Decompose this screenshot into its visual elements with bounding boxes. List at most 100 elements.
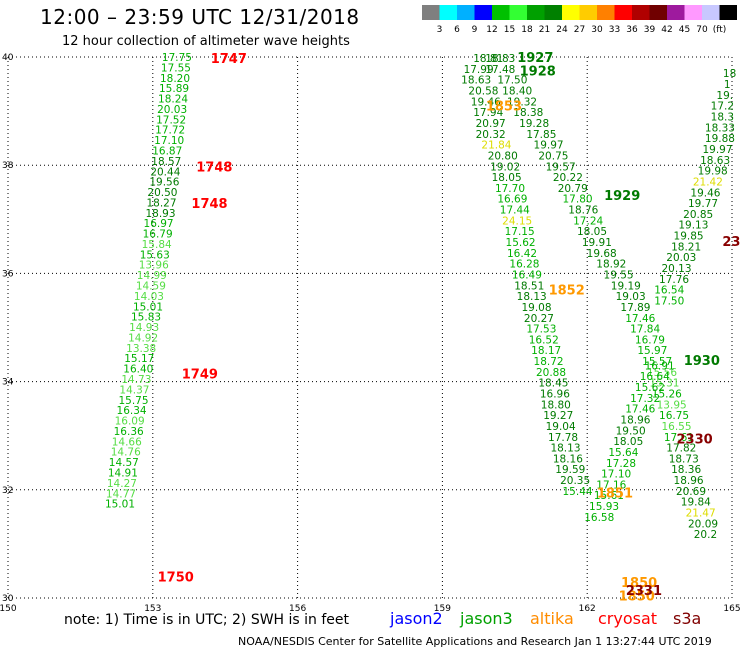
wave-height-value: 20.79 [558, 183, 588, 195]
wave-height-value: 16.64 [640, 371, 670, 383]
wave-height-value: 17.70 [495, 183, 525, 195]
colorbar-tick-label: 18 [521, 25, 533, 35]
wave-height-value: 20.27 [524, 313, 554, 325]
wave-height-value: 18.24 [158, 94, 188, 106]
wave-height-value: 17.44 [500, 205, 530, 217]
wave-height-value: 20.32 [476, 129, 506, 141]
wave-height-value: 14.92 [128, 332, 158, 344]
colorbar-tick-label: 6 [454, 25, 460, 35]
x-tick-label: 153 [144, 604, 161, 612]
wave-height-value: 16.52 [529, 334, 559, 346]
wave-height-value: 19.27 [543, 410, 573, 422]
wave-height-value: 18.17 [531, 345, 561, 357]
wave-height-value: 20.97 [476, 118, 506, 130]
wave-height-value: 19.03 [616, 291, 646, 303]
wave-height-value: 19.28 [519, 118, 549, 130]
pass-time-label: 1747 [211, 52, 247, 67]
wave-height-value: 17.82 [666, 443, 696, 455]
wave-height-value: 19. [716, 90, 733, 102]
wave-height-value: 20.13 [661, 263, 691, 275]
wave-height-value: 14.76 [111, 447, 141, 459]
x-tick-label: 156 [289, 604, 306, 612]
colorbar-swatch [597, 5, 615, 20]
wave-height-value: 15.26 [652, 389, 682, 401]
wave-height-value: 19.91 [582, 237, 612, 249]
wave-height-value: 19.04 [546, 421, 576, 433]
y-tick-label: 34 [2, 378, 14, 388]
wave-height-value: 19.68 [587, 248, 617, 260]
colorbar-tick-label: 36 [626, 25, 638, 35]
wave-height-value: 14.73 [121, 374, 151, 386]
wave-height-value: 18.83 [485, 53, 515, 65]
colorbar-swatch [544, 5, 562, 20]
pass-time-label: 1850 [619, 589, 655, 604]
wave-height-value: 16.34 [117, 405, 147, 417]
wave-height-value: 15.62 [506, 237, 536, 249]
wave-height-value: 18.33 [705, 122, 735, 134]
pass-time-label: 1928 [520, 65, 556, 80]
satellite-track: 18119.17.218.318.3319.8819.9718.6319.982… [654, 68, 736, 307]
pass-time-label: 1929 [604, 189, 640, 204]
colorbar-tick-label: 27 [574, 25, 585, 35]
wave-height-value: 16.91 [645, 360, 675, 372]
wave-height-value: 15.56 [647, 367, 677, 379]
wave-height-value: 19.88 [705, 133, 735, 145]
y-tick-label: 36 [2, 269, 14, 279]
colorbar-swatch [684, 5, 702, 20]
colorbar-swatch [562, 5, 580, 20]
wave-height-value: 15.64 [608, 447, 638, 459]
wave-height-value: 15.44 [563, 486, 593, 498]
pass-time-label: 1930 [684, 354, 720, 369]
x-tick-label: 165 [723, 604, 740, 612]
page-subtitle: 12 hour collection of altimeter wave hei… [62, 34, 350, 49]
colorbar-swatch [579, 5, 597, 20]
wave-height-value: 17.15 [505, 226, 535, 238]
wave-height-value: 21.84 [481, 140, 511, 152]
wave-height-value: 19.13 [678, 220, 708, 232]
pass-time-label: 1749 [182, 367, 218, 382]
wave-height-value: 16.54 [654, 285, 684, 297]
wave-height-value: 15.75 [118, 395, 148, 407]
wave-height-value: 20.88 [536, 367, 566, 379]
wave-height-value: 19.59 [555, 464, 585, 476]
wave-height-value: 16.36 [114, 426, 144, 438]
wave-height-value: 20.75 [538, 150, 568, 162]
wave-height-value: 18.05 [577, 226, 607, 238]
wave-height-value: 17.80 [563, 194, 593, 206]
wave-height-value: 18.05 [613, 436, 643, 448]
wave-height-value: 24.15 [502, 215, 532, 227]
satellite-label-s3a: s3a [673, 609, 702, 628]
credit-line: NOAA/NESDIS Center for Satellite Applica… [238, 635, 712, 648]
wave-height-value: 17.50 [497, 75, 527, 87]
wave-height-value: 17.24 [573, 215, 603, 227]
wave-height-value: 18.36 [671, 464, 701, 476]
colorbar-swatch [422, 5, 440, 20]
colorbar-swatch [527, 5, 545, 20]
wave-height-value: 18.16 [553, 453, 583, 465]
wave-height-value: 18.51 [514, 280, 544, 292]
wave-height-value: 20.2 [694, 529, 717, 541]
wave-height-value: 18.96 [620, 414, 650, 426]
pass-time-label: 231 [722, 235, 740, 250]
wave-height-value: 19.84 [681, 497, 711, 509]
wave-height-value: 18.13 [517, 291, 547, 303]
wave-height-value: 14.27 [107, 478, 137, 490]
wave-height-value: 20.09 [688, 518, 718, 530]
wave-height-value: 19.97 [534, 140, 564, 152]
pass-time-label: 1853 [486, 100, 522, 115]
wave-height-value: 16.96 [540, 389, 570, 401]
wave-height-value: 16.42 [507, 248, 537, 260]
wave-height-value: 20.69 [676, 486, 706, 498]
page-title: 12:00 – 23:59 UTC 12/31/2018 [40, 5, 360, 29]
wave-height-value: 20.80 [488, 150, 518, 162]
footer-note: note: 1) Time is in UTC; 2) SWH is in fe… [64, 612, 350, 628]
wave-height-value: 14.66 [112, 436, 142, 448]
wave-height-value: 18.20 [160, 73, 190, 85]
wave-height-value: 19.50 [616, 425, 646, 437]
wave-height-value: 18.3 [711, 112, 734, 124]
wave-height-value: 16.55 [661, 421, 691, 433]
wave-height-value: 17.46 [625, 404, 655, 416]
wave-height-value: 17.28 [606, 458, 636, 470]
wave-height-value: 16.75 [659, 410, 689, 422]
wave-height-value: 18.92 [596, 259, 626, 271]
